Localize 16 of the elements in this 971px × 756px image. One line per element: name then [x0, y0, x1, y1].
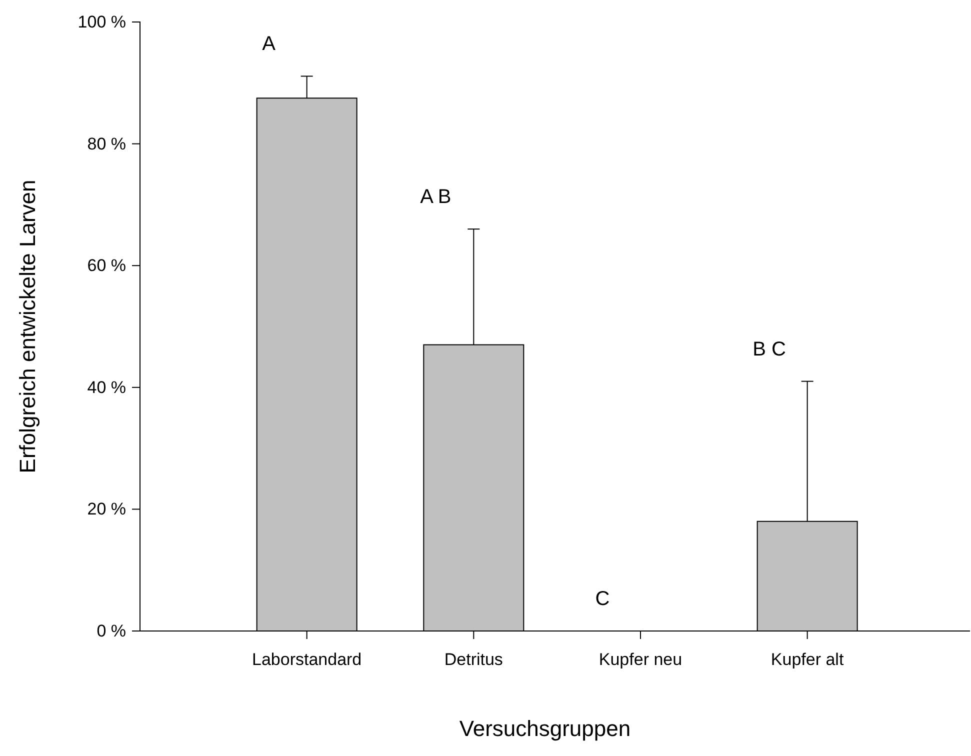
annotation: C	[595, 588, 610, 610]
y-tick-label: 100 %	[78, 12, 126, 32]
x-axis-title: Versuchsgruppen	[459, 716, 631, 741]
y-axis-title: Erfolgreich entwickelte Larven	[15, 180, 40, 474]
y-tick-label: 80 %	[87, 134, 126, 154]
x-tick-label: Detritus	[444, 650, 503, 669]
y-tick-label: 0 %	[96, 621, 126, 640]
x-tick-label: Kupfer neu	[598, 650, 682, 669]
annotation: B C	[752, 338, 786, 360]
annotation: A B	[420, 186, 452, 208]
x-tick-label: Laborstandard	[252, 650, 362, 669]
y-tick-label: 60 %	[87, 256, 126, 276]
annotation: A	[262, 33, 276, 56]
y-tick-label: 40 %	[87, 378, 126, 397]
x-tick-label: Kupfer alt	[770, 650, 844, 669]
y-tick-label: 20 %	[87, 500, 126, 519]
